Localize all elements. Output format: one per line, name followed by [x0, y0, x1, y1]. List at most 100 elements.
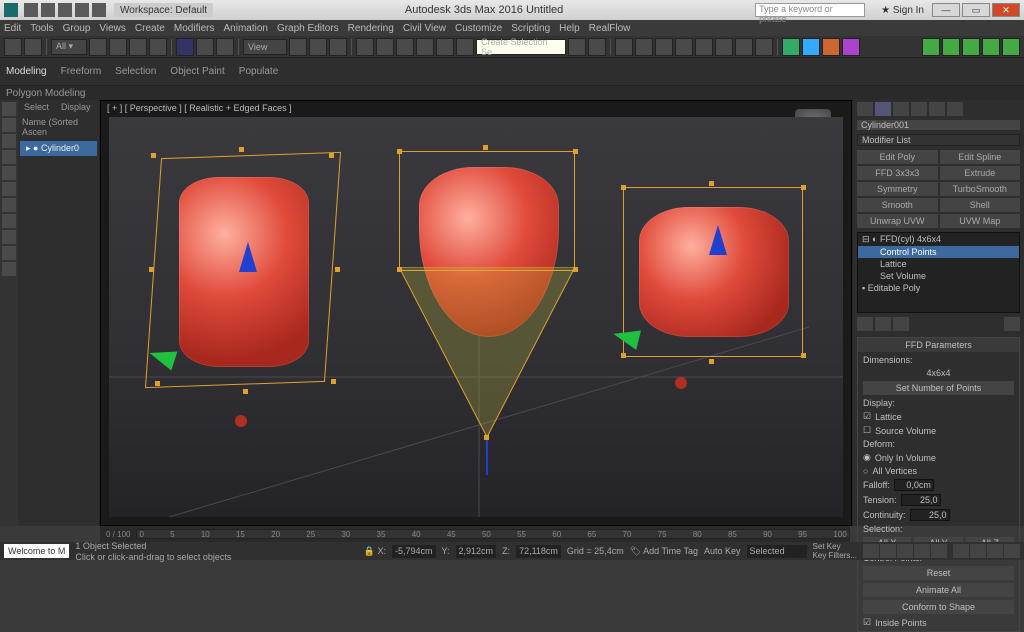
tab-display-icon[interactable] [929, 102, 945, 116]
workspace-selector[interactable]: Workspace: Default [114, 3, 213, 17]
tool-btn[interactable] [695, 38, 713, 56]
named-selset[interactable]: Create Selection Se [476, 39, 566, 55]
tool-btn[interactable] [735, 38, 753, 56]
tool-btn[interactable] [922, 38, 940, 56]
max-toggle-icon[interactable] [1004, 544, 1020, 558]
tool-btn[interactable] [588, 38, 606, 56]
tool-btn[interactable] [129, 38, 147, 56]
chk-sourcevol[interactable]: ☐ Source Volume [863, 425, 1014, 436]
tool-btn[interactable] [89, 38, 107, 56]
menu-civilview[interactable]: Civil View [403, 23, 446, 34]
tab-motion-icon[interactable] [911, 102, 927, 116]
stack-row[interactable]: Control Points [858, 246, 1019, 258]
maximize-button[interactable]: ▭ [962, 3, 990, 17]
coord-y[interactable]: 2,912cm [456, 545, 497, 558]
ltb-btn[interactable] [2, 150, 16, 164]
welcome-panel[interactable]: Welcome to M [4, 544, 69, 558]
stack-row[interactable]: Lattice [858, 258, 1019, 270]
scale-tool[interactable] [216, 38, 234, 56]
reset-button[interactable]: Reset [863, 566, 1014, 580]
ltb-btn[interactable] [2, 262, 16, 276]
qat-btn[interactable] [92, 3, 106, 17]
keyfilters-button[interactable]: Key Filters... [813, 551, 857, 560]
setkey-button[interactable]: Set Key [813, 542, 857, 551]
menu-animation[interactable]: Animation [223, 23, 267, 34]
refcoord-dd[interactable]: View [243, 39, 287, 55]
ltb-btn[interactable] [2, 230, 16, 244]
viewport-label[interactable]: [ + ] [ Perspective ] [ Realistic + Edge… [107, 103, 292, 113]
object-cylinder2[interactable] [379, 147, 589, 477]
tool-btn[interactable] [942, 38, 960, 56]
tool-btn[interactable] [635, 38, 653, 56]
viewport[interactable]: [ + ] [ Perspective ] [ Realistic + Edge… [100, 100, 852, 526]
menu-grapheditors[interactable]: Graph Editors [277, 23, 339, 34]
menu-group[interactable]: Group [63, 23, 91, 34]
menu-rendering[interactable]: Rendering [348, 23, 394, 34]
mod-shell[interactable]: Shell [940, 198, 1021, 212]
menu-tools[interactable]: Tools [30, 23, 53, 34]
qat-btn[interactable] [75, 3, 89, 17]
tool-btn[interactable] [436, 38, 454, 56]
time-slider[interactable]: 0510152025303540455055606570758085909510… [136, 529, 850, 539]
stack-row[interactable]: ⊟ ◐ FFD(cyl) 4x6x4 [858, 233, 1019, 246]
tool-btn[interactable] [962, 38, 980, 56]
stack-tool-icon[interactable] [1004, 317, 1020, 331]
stack-row[interactable]: ▪ Editable Poly [858, 282, 1019, 294]
close-button[interactable]: ✕ [992, 3, 1020, 17]
menu-scripting[interactable]: Scripting [511, 23, 550, 34]
set-points-button[interactable]: Set Number of Points [863, 381, 1014, 395]
keymode-dd[interactable]: Selected [747, 545, 807, 558]
rollout-header[interactable]: FFD Parameters [858, 338, 1019, 352]
ribbon-tab-populate[interactable]: Populate [239, 66, 278, 77]
mod-unwrap[interactable]: Unwrap UVW [857, 214, 938, 228]
tool-btn[interactable] [842, 38, 860, 56]
tool-btn[interactable] [356, 38, 374, 56]
mod-turbosmooth[interactable]: TurboSmooth [940, 182, 1021, 196]
tool-btn[interactable] [568, 38, 586, 56]
object-cylinder1[interactable] [139, 147, 349, 417]
mod-symmetry[interactable]: Symmetry [857, 182, 938, 196]
tool-btn[interactable] [396, 38, 414, 56]
tool-btn[interactable] [755, 38, 773, 56]
tool-btn[interactable] [456, 38, 474, 56]
tool-btn[interactable] [376, 38, 394, 56]
ltb-btn[interactable] [2, 166, 16, 180]
tool-btn[interactable] [1002, 38, 1020, 56]
tool-btn[interactable] [149, 38, 167, 56]
menu-create[interactable]: Create [135, 23, 165, 34]
tension-spinner[interactable]: 25,0 [901, 494, 941, 506]
se-tab-select[interactable]: Select [18, 100, 55, 114]
mod-extrude[interactable]: Extrude [940, 166, 1021, 180]
tool-btn[interactable] [109, 38, 127, 56]
prev-frame-icon[interactable] [880, 544, 896, 558]
chk-inside[interactable]: ☑ Inside Points [863, 617, 1014, 628]
timetag[interactable]: 🏷 Add Time Tag [630, 546, 698, 557]
tool-btn[interactable] [655, 38, 673, 56]
autokey-button[interactable]: Auto Key [704, 546, 741, 556]
tool-btn[interactable] [416, 38, 434, 56]
ltb-btn[interactable] [2, 198, 16, 212]
ribbon-tab-modeling[interactable]: Modeling [6, 66, 47, 77]
menu-help[interactable]: Help [559, 23, 580, 34]
ltb-btn[interactable] [2, 182, 16, 196]
object-name-field[interactable]: Cylinder001 [857, 120, 1020, 130]
mod-smooth[interactable]: Smooth [857, 198, 938, 212]
menu-customize[interactable]: Customize [455, 23, 502, 34]
chk-lattice[interactable]: ☑ Lattice [863, 411, 1014, 422]
stack-tool-icon[interactable] [893, 317, 909, 331]
rotate-tool[interactable] [196, 38, 214, 56]
next-frame-icon[interactable] [914, 544, 930, 558]
menu-edit[interactable]: Edit [4, 23, 21, 34]
qat-btn[interactable] [58, 3, 72, 17]
ltb-btn[interactable] [2, 118, 16, 132]
pan-icon[interactable] [953, 544, 969, 558]
ltb-btn[interactable] [2, 246, 16, 260]
modifier-list-dd[interactable]: Modifier List [857, 134, 1020, 146]
coord-z[interactable]: 72,118cm [516, 545, 561, 558]
tab-utilities-icon[interactable] [947, 102, 963, 116]
coord-x[interactable]: -5,794cm [392, 545, 436, 558]
rad-onlyin[interactable]: ◉ Only In Volume [863, 452, 1014, 463]
tool-btn[interactable] [329, 38, 347, 56]
ltb-btn[interactable] [2, 214, 16, 228]
minimize-button[interactable]: — [932, 3, 960, 17]
